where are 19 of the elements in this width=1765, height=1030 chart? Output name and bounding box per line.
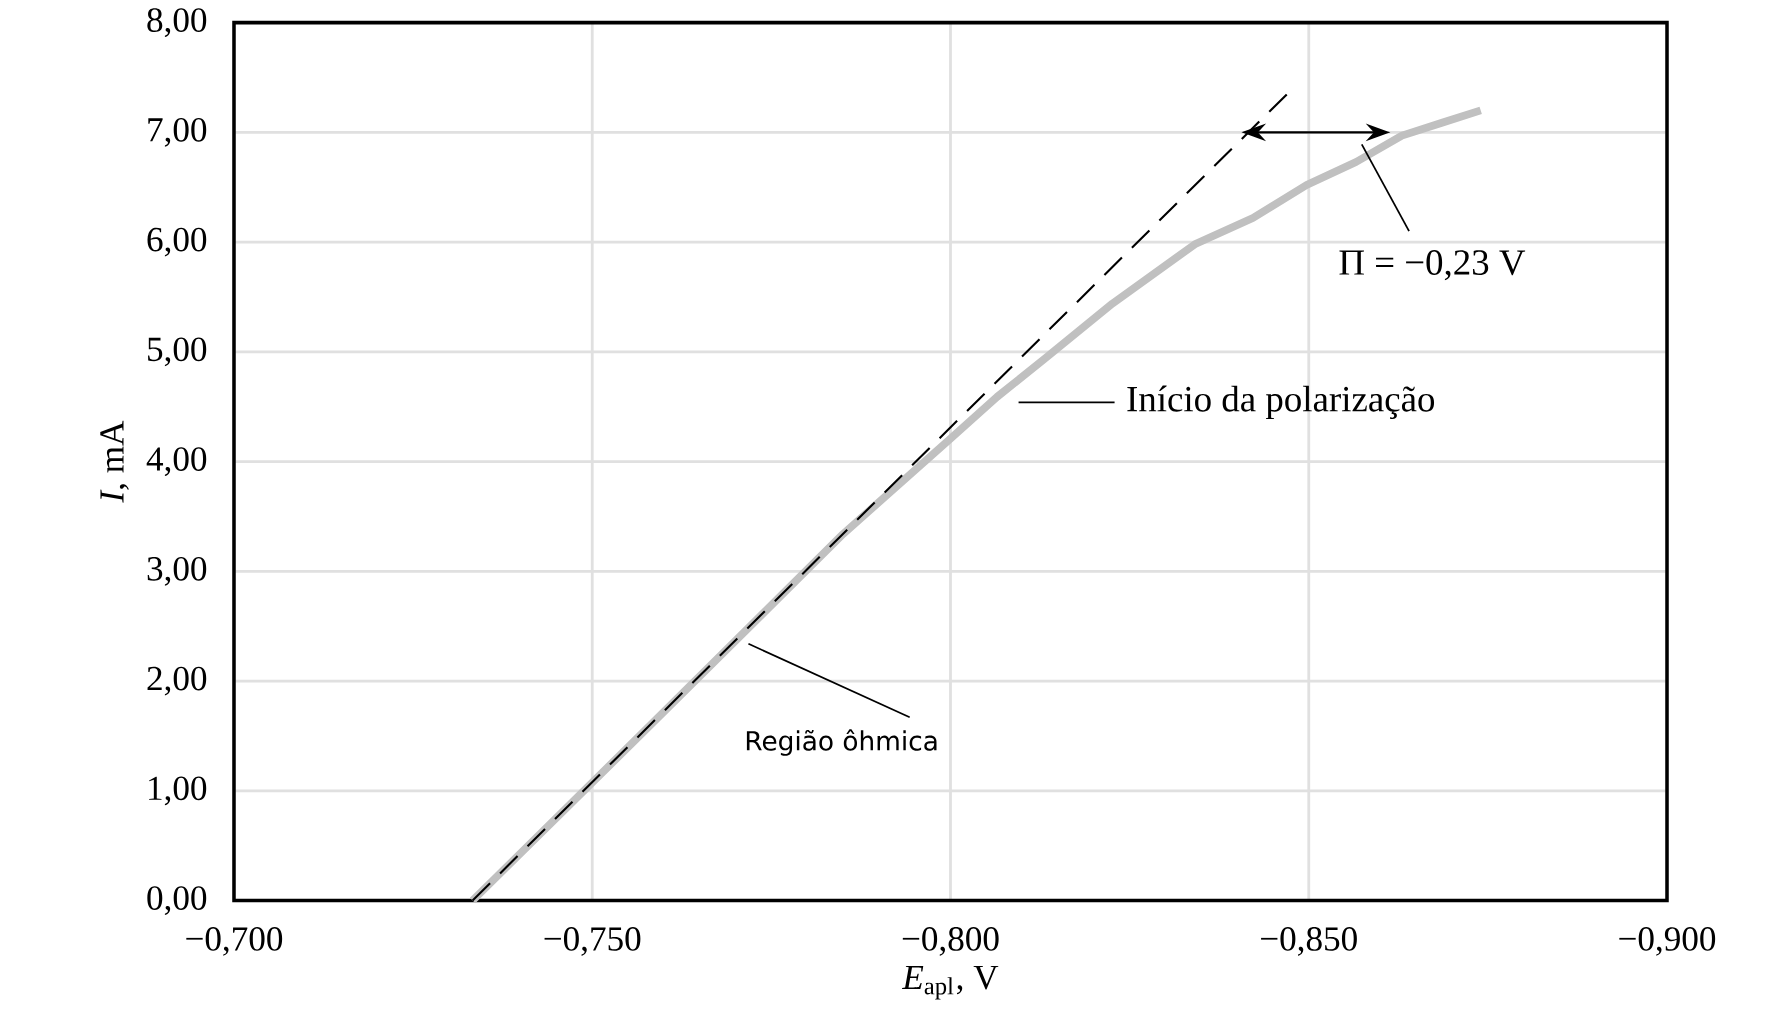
y-tick-label: 0,00 — [147, 886, 207, 915]
x-tick-label: −0,800 — [902, 927, 999, 956]
x-axis-title: E$_{apl}$, V — [902, 965, 999, 1000]
x-tick-label: −0,850 — [1261, 927, 1357, 956]
y-tick-label: 8,00 — [147, 8, 207, 38]
x-tick-label: −0,900 — [1619, 927, 1716, 956]
y-axis-title: I, mA — [100, 420, 129, 503]
y-tick-label: 7,00 — [148, 117, 207, 147]
x-tick-label: −0,700 — [186, 927, 283, 956]
y-tick-label: 6,00 — [147, 227, 207, 257]
annotation: Π = −0,23 V — [1339, 250, 1526, 281]
y-tick-label: 2,00 — [147, 666, 207, 696]
annotation: Região ôhmica — [746, 729, 937, 756]
x-tick-label: −0,750 — [544, 927, 641, 956]
annotation: Início da polarização — [1127, 385, 1435, 420]
y-tick-label: 1,00 — [149, 776, 207, 806]
y-tick-label: 5,00 — [148, 337, 207, 367]
y-tick-label: 3,00 — [147, 556, 207, 586]
y-tick-label: 4,00 — [146, 447, 207, 476]
